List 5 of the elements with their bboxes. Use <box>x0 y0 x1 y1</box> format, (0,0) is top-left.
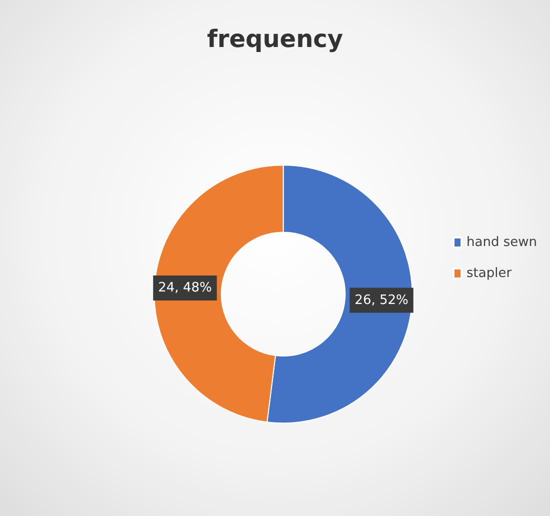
chart-title: frequency <box>206 25 344 53</box>
legend-label: hand sewn <box>466 235 538 250</box>
legend-label: stapler <box>466 266 512 281</box>
data-label: 26, 52% <box>354 292 408 308</box>
data-label: 24, 48% <box>158 280 212 296</box>
